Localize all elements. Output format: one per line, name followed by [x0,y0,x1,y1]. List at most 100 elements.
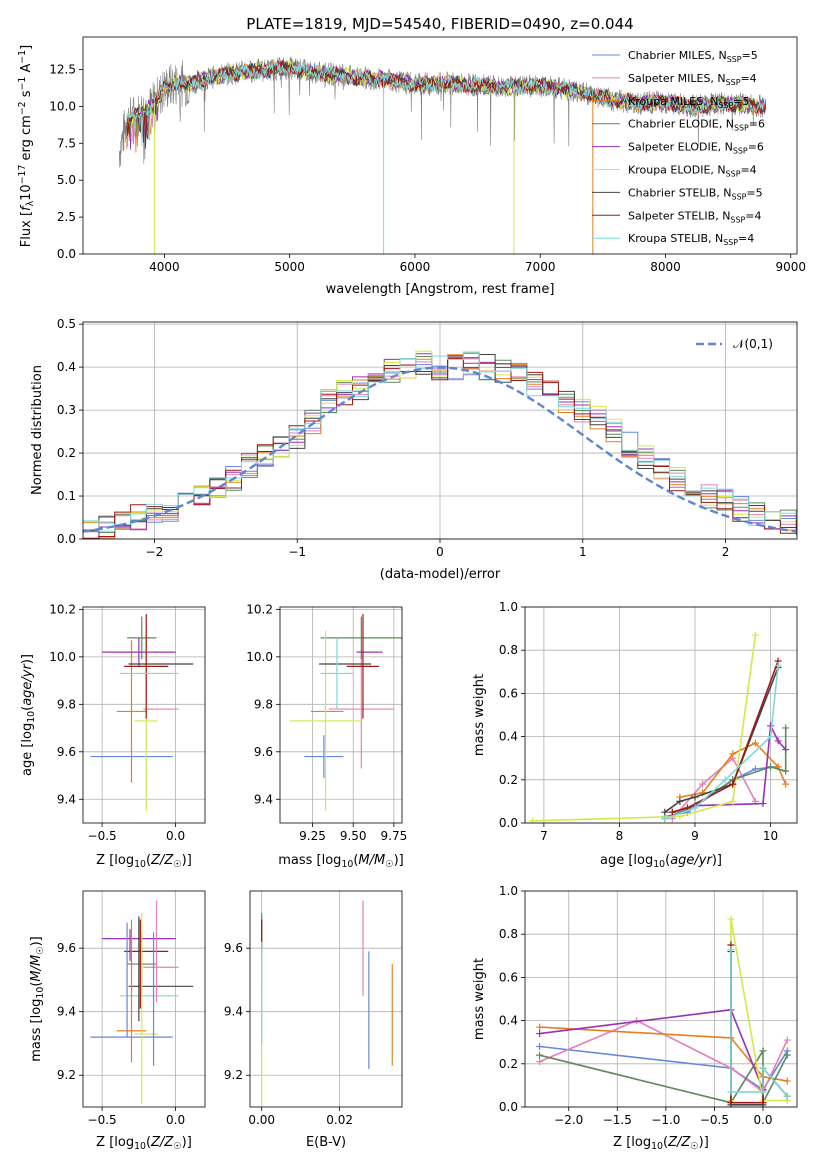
mass-vs-ebv-axes: 0.00 0.02 9.2 9.4 9.6 E(B-V) [224,890,403,1150]
histogram-series [83,353,797,539]
x-tick-label: 9000 [775,260,806,274]
weight-marker [767,722,775,730]
weight-marker [751,631,759,639]
y-axis-label: mass [log10(M/M☉)] [29,936,46,1062]
plot-area [536,915,791,1107]
y-tick-label: 10.2 [246,602,273,616]
y-tick-label: 7.5 [57,136,76,150]
x-tick-label: 9 [691,829,699,843]
y-tick-label: 12.5 [49,62,76,76]
y-axis-label: mass weight [472,958,487,1040]
legend-entry: Kroupa MILES, NSSP=5 [628,95,749,110]
histogram-series [83,354,797,539]
histogram-series [83,358,797,539]
y-tick-label: 9.8 [254,697,273,711]
x-tick-label: −0.5 [88,1113,117,1127]
x-tick-label: 0.0 [166,1113,185,1127]
y-tick-label: 10.0 [49,99,76,113]
y-tick-label: 9.4 [254,792,273,806]
weight-marker [774,737,782,745]
weight-marker [751,739,759,747]
weight-marker [668,808,676,816]
y-tick-label: 0.0 [499,1100,518,1114]
axes-frame [279,606,403,824]
histogram-series [83,358,797,533]
plot-area [83,350,797,539]
figure-title: PLATE=1819, MJD=54540, FIBERID=0490, z=0… [246,15,633,33]
x-axis-label: E(B-V) [306,1135,346,1150]
spectrum-model-line [126,60,766,147]
axes-frame [524,890,798,1108]
y-tick-label: 0.6 [499,970,518,984]
weight-vs-age-axes: 7 8 9 10 0.0 0.2 0.4 0.6 0.8 1.0 age [log10(age/yr… [472,600,798,870]
weight-marker [783,1036,791,1044]
weight-marker [691,804,699,812]
legend-entry: Salpeter ELODIE, NSSP=6 [628,141,764,156]
x-tick-label: 0 [436,545,444,559]
weight-marker [699,780,707,788]
legend-entry: 𝒩(0,1) [733,337,773,351]
spectrum-axes: 4000 5000 6000 7000 8000 9000 0.0 2.5 5.0 7.5 10.0… [17,36,806,297]
weight-marker [729,750,737,758]
gaussian-curve [83,366,797,533]
y-tick-label: 9.6 [57,941,76,955]
y-axis-label: mass weight [472,674,487,756]
y-tick-label: 9.4 [224,1005,243,1019]
weight-marker [782,746,790,754]
y-tick-label: 0.3 [57,403,76,417]
legend-entry: Kroupa STELIB, NSSP=4 [628,232,754,247]
y-tick-label: 1.0 [499,884,518,898]
y-tick-label: 0.8 [499,643,518,657]
weight-marker [727,1088,735,1096]
weight-marker [536,1030,544,1038]
weight-marker [767,733,775,741]
plot-area [90,900,194,1104]
weight-marker [661,815,669,823]
weight-marker [729,780,737,788]
weight-marker [783,1092,791,1100]
weight-vs-z-axes: −2.0 −1.5 −1.0 −0.5 0.0 0.0 0.2 0.4 0.6 0.8 1.0 Z [… [472,884,798,1152]
x-tick-label: −0.5 [88,829,117,843]
age-vs-z-axes: −0.5 0.0 9.4 9.6 9.8 10.0 10.2 Z [log10(Z/Z☉)] a… [20,602,206,870]
y-axis-label: Flux [fλ10−17 erg cm−2 s−1 A−1] [17,45,36,247]
weight-marker [759,1064,767,1072]
weight-marker [783,1051,791,1059]
y-tick-label: 10.0 [49,650,76,664]
legend-entry: Chabrier STELIB, NSSP=5 [628,186,763,201]
legend-entry: Chabrier ELODIE, NSSP=6 [628,118,765,133]
x-tick-label: 9.75 [381,829,408,843]
x-tick-label: 0.02 [326,1113,353,1127]
weight-marker [536,1043,544,1051]
weight-marker [727,1099,735,1107]
histogram-series [83,358,797,539]
y-tick-label: 9.4 [57,1005,76,1019]
y-tick-label: 0.4 [57,360,76,374]
y-tick-label: 0.2 [499,773,518,787]
weight-marker [536,1051,544,1059]
weight-marker [767,763,775,771]
y-tick-label: 10.0 [246,650,273,664]
y-tick-label: 5.0 [57,173,76,187]
x-tick-label: 7000 [525,260,556,274]
histogram-series [83,354,797,531]
y-tick-label: 0.0 [57,247,76,261]
y-tick-label: 10.2 [49,602,76,616]
x-axis-label: Z [log10(Z/Z☉)] [613,1135,709,1152]
y-tick-label: 0.2 [57,446,76,460]
weight-series-line [532,634,757,822]
legend-entry: Salpeter STELIB, NSSP=4 [628,209,761,224]
weight-marker [727,945,735,953]
y-tick-label: 0.4 [499,730,518,744]
y-tick-label: 0.8 [499,927,518,941]
x-tick-label: −0.5 [700,1113,729,1127]
legend-entry: Kroupa ELODIE, NSSP=4 [628,164,757,179]
legend: Chabrier MILES, NSSP=5 Salpeter MILES, NS… [592,49,765,247]
weight-marker [661,808,669,816]
x-tick-label: −1.5 [603,1113,632,1127]
y-tick-label: 9.4 [57,792,76,806]
x-tick-label: 0.0 [753,1113,772,1127]
plot-area [261,900,393,1107]
x-tick-label: 2 [722,545,730,559]
weight-marker [759,1088,767,1096]
